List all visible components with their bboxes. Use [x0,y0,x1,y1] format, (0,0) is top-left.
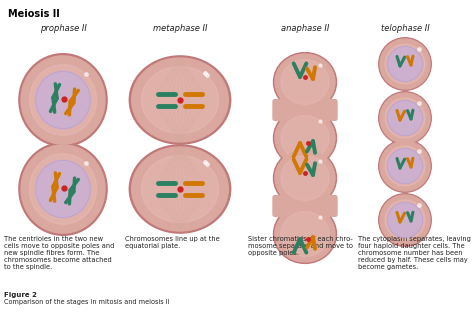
Ellipse shape [380,39,430,89]
Ellipse shape [379,92,431,144]
Ellipse shape [281,156,329,200]
Ellipse shape [21,56,105,144]
Ellipse shape [385,200,425,240]
Ellipse shape [29,154,97,224]
Text: Chromosomes line up at the
equatorial plate.: Chromosomes line up at the equatorial pl… [125,236,220,249]
Ellipse shape [275,54,335,110]
Text: Sister chromatids of each chro-
mosome separate and move to
opposite poles.: Sister chromatids of each chro- mosome s… [248,236,353,256]
Ellipse shape [388,100,422,136]
Ellipse shape [19,143,107,235]
Ellipse shape [281,212,329,257]
Ellipse shape [385,44,425,84]
Ellipse shape [379,194,431,246]
Ellipse shape [380,195,430,245]
Ellipse shape [380,141,430,191]
Ellipse shape [21,145,105,233]
Ellipse shape [388,149,422,183]
Ellipse shape [36,160,91,218]
Ellipse shape [273,53,337,111]
Ellipse shape [379,38,431,90]
Ellipse shape [388,203,422,237]
Text: telophase II: telophase II [381,24,429,33]
Ellipse shape [379,140,431,192]
Text: anaphase II: anaphase II [281,24,329,33]
Ellipse shape [273,205,337,263]
Ellipse shape [380,93,430,143]
Ellipse shape [19,54,107,146]
Ellipse shape [132,147,228,231]
Ellipse shape [129,56,231,144]
Ellipse shape [132,58,228,142]
FancyBboxPatch shape [273,196,337,216]
Ellipse shape [273,109,337,167]
Text: prophase II: prophase II [39,24,86,33]
Ellipse shape [385,146,425,186]
FancyBboxPatch shape [273,100,337,120]
Text: Meiosis II: Meiosis II [8,9,60,19]
Ellipse shape [275,150,335,206]
Text: Comparison of the stages in mitosis and meiosis II: Comparison of the stages in mitosis and … [4,299,170,305]
Text: The cytoplasm separates, leaving
four haploid daughter cells. The
chromosome num: The cytoplasm separates, leaving four ha… [358,236,471,270]
Ellipse shape [36,71,91,129]
Text: Figure 2: Figure 2 [4,292,37,298]
Ellipse shape [129,145,231,233]
Ellipse shape [141,66,219,133]
Ellipse shape [281,60,329,104]
Ellipse shape [388,46,422,82]
Ellipse shape [273,149,337,208]
Ellipse shape [141,155,219,223]
Text: The centrioles in the two new
cells move to opposite poles and
new spindle fibre: The centrioles in the two new cells move… [4,236,114,270]
Ellipse shape [385,98,425,138]
Ellipse shape [275,206,335,262]
Ellipse shape [29,65,97,135]
Ellipse shape [275,110,335,166]
Ellipse shape [281,116,329,160]
Text: metaphase II: metaphase II [153,24,207,33]
